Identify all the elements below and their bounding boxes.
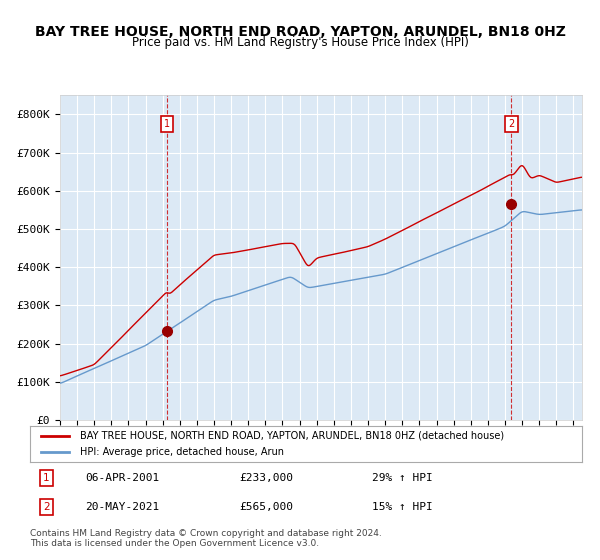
Text: 1: 1 bbox=[164, 119, 170, 129]
Text: BAY TREE HOUSE, NORTH END ROAD, YAPTON, ARUNDEL, BN18 0HZ: BAY TREE HOUSE, NORTH END ROAD, YAPTON, … bbox=[35, 25, 565, 39]
Text: 20-MAY-2021: 20-MAY-2021 bbox=[85, 502, 160, 512]
Text: BAY TREE HOUSE, NORTH END ROAD, YAPTON, ARUNDEL, BN18 0HZ (detached house): BAY TREE HOUSE, NORTH END ROAD, YAPTON, … bbox=[80, 431, 504, 441]
Text: £233,000: £233,000 bbox=[240, 473, 294, 483]
Text: 06-APR-2001: 06-APR-2001 bbox=[85, 473, 160, 483]
Text: HPI: Average price, detached house, Arun: HPI: Average price, detached house, Arun bbox=[80, 447, 284, 457]
Text: 1: 1 bbox=[43, 473, 50, 483]
Text: 29% ↑ HPI: 29% ↑ HPI bbox=[372, 473, 433, 483]
Text: £565,000: £565,000 bbox=[240, 502, 294, 512]
Text: This data is licensed under the Open Government Licence v3.0.: This data is licensed under the Open Gov… bbox=[30, 539, 319, 548]
Text: Price paid vs. HM Land Registry's House Price Index (HPI): Price paid vs. HM Land Registry's House … bbox=[131, 36, 469, 49]
Text: Contains HM Land Registry data © Crown copyright and database right 2024.: Contains HM Land Registry data © Crown c… bbox=[30, 529, 382, 538]
Text: 2: 2 bbox=[508, 119, 515, 129]
Text: 2: 2 bbox=[43, 502, 50, 512]
Text: 15% ↑ HPI: 15% ↑ HPI bbox=[372, 502, 433, 512]
